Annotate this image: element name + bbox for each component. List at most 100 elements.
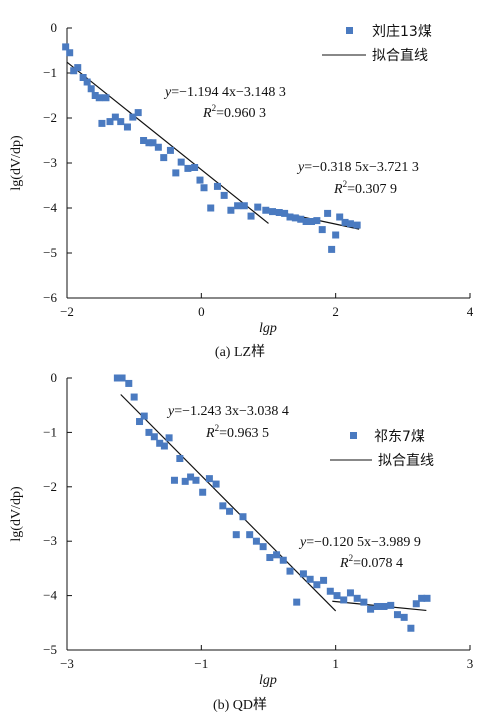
data-point xyxy=(286,567,294,575)
r2-1-b: R2=0.963 5 xyxy=(205,423,269,441)
data-point xyxy=(219,502,227,510)
y-tick-label: −5 xyxy=(43,642,57,657)
data-point xyxy=(341,218,349,226)
y-axis-label-b: lg(dV/dp) xyxy=(9,486,24,542)
data-point xyxy=(227,206,235,214)
data-point xyxy=(313,217,321,225)
y-tick-label: −4 xyxy=(43,200,57,215)
r2-1-b-value: =0.963 5 xyxy=(219,426,269,441)
data-point xyxy=(336,213,344,221)
data-point xyxy=(387,601,395,609)
data-point xyxy=(66,49,74,57)
data-point xyxy=(150,433,158,441)
data-point xyxy=(118,374,126,382)
data-point xyxy=(102,94,110,102)
data-point xyxy=(293,598,301,606)
data-point xyxy=(400,613,408,621)
data-point xyxy=(324,209,332,217)
data-point xyxy=(407,624,415,632)
legend-label-fit-b: 拟合直线 xyxy=(378,452,434,469)
data-point xyxy=(318,226,326,234)
data-point xyxy=(266,554,274,562)
data-point xyxy=(279,556,287,564)
data-point xyxy=(360,598,368,606)
data-point xyxy=(123,123,131,131)
data-point xyxy=(333,592,341,600)
y-tick-label: −3 xyxy=(43,533,57,548)
legend-label-fit-a: 拟合直线 xyxy=(372,47,428,64)
data-point xyxy=(286,213,294,221)
data-point xyxy=(176,455,184,463)
r2-2-a-value: =0.307 9 xyxy=(347,182,397,197)
data-point xyxy=(346,220,354,228)
data-point xyxy=(269,208,277,216)
y-tick-label: −2 xyxy=(43,479,57,494)
r2-2-b-value: =0.078 4 xyxy=(353,556,403,571)
x-tick-label: −3 xyxy=(60,656,74,671)
data-point xyxy=(177,158,185,166)
fit-line xyxy=(120,394,337,612)
data-point xyxy=(187,473,195,481)
data-point xyxy=(199,488,207,496)
y-tick-label: −5 xyxy=(43,245,57,260)
data-point xyxy=(130,393,138,401)
data-point xyxy=(246,531,254,539)
y-tick-label: −2 xyxy=(43,110,57,125)
data-point xyxy=(160,442,168,450)
data-point xyxy=(196,176,204,184)
x-tick-label: 0 xyxy=(198,304,205,319)
equation-1-b: y=−1.243 3x−3.038 4 xyxy=(166,404,289,419)
caption-b: (b) QD样 xyxy=(213,697,267,713)
data-point xyxy=(106,118,114,126)
data-point xyxy=(275,209,283,216)
legend-label-coal-a: 刘庄13煤 xyxy=(372,23,432,40)
equation-1-a: y=−1.194 4x−3.148 3 xyxy=(163,85,286,100)
data-point xyxy=(297,215,305,223)
data-point xyxy=(306,575,314,583)
data-point xyxy=(252,537,260,545)
equation-2-b: y=−0.120 5x−3.989 9 xyxy=(298,535,421,550)
data-point xyxy=(200,184,208,192)
data-point xyxy=(205,475,213,483)
y-tick-label: −1 xyxy=(43,424,57,439)
data-point xyxy=(95,94,103,102)
data-point xyxy=(313,581,321,589)
panel-a: 0−1−2−3−4−5−6−2 0 2 4 lgp lg(dV/dp) (a) LZ样… xyxy=(9,20,474,360)
data-point xyxy=(291,214,299,222)
data-point xyxy=(98,119,106,127)
data-point xyxy=(136,418,144,426)
x-tick-label: 4 xyxy=(467,304,474,319)
data-point xyxy=(259,543,267,551)
data-point xyxy=(262,206,270,214)
data-point xyxy=(113,374,121,382)
data-point xyxy=(418,594,426,602)
data-point xyxy=(111,113,119,121)
data-point xyxy=(181,477,189,485)
data-point xyxy=(140,412,148,420)
data-point xyxy=(83,78,91,86)
data-point xyxy=(353,594,361,602)
data-point xyxy=(160,154,168,162)
data-point xyxy=(380,602,388,610)
data-point xyxy=(184,164,192,172)
data-point xyxy=(307,218,315,225)
data-point xyxy=(234,202,242,210)
x-axis-label-b: lgp xyxy=(259,673,277,688)
data-point xyxy=(226,507,234,515)
y-axis-label-a: lg(dV/dp) xyxy=(9,135,24,191)
data-point xyxy=(281,209,289,217)
data-point xyxy=(129,113,137,121)
r2-2-b: R2=0.078 4 xyxy=(339,553,403,571)
data-point xyxy=(328,245,336,253)
data-point xyxy=(373,602,381,610)
fit-line xyxy=(66,61,269,224)
data-point xyxy=(87,85,95,93)
y-tick-label: −6 xyxy=(43,290,57,305)
r2-1-a-value: =0.960 3 xyxy=(216,106,266,121)
data-point xyxy=(412,600,420,608)
data-point xyxy=(156,439,164,447)
caption-a: (a) LZ样 xyxy=(215,344,265,360)
data-point xyxy=(91,92,99,99)
x-tick-label: −1 xyxy=(194,656,208,671)
